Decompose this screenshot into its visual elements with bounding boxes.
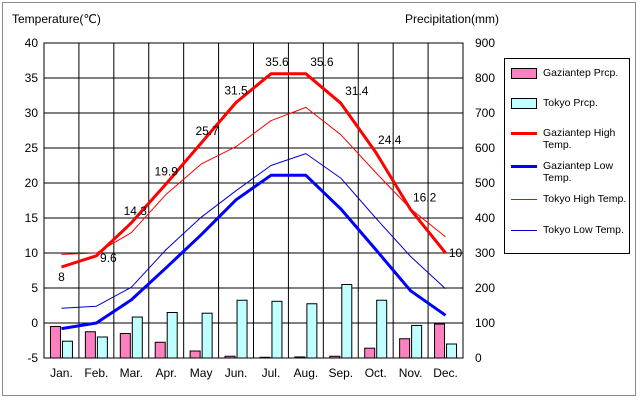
y-right-tick-label: 700 (475, 106, 495, 120)
legend-label: Gaziantep Low Temp. (543, 160, 614, 184)
bar-tokyo-prcp (376, 299, 388, 359)
x-tick-label: Jul. (262, 366, 281, 380)
y-right-tick-label: 900 (475, 36, 495, 50)
y-left-tick-label: 5 (31, 281, 38, 295)
y-left-tick-label: 10 (25, 246, 39, 260)
data-label-gaziantep-high: 9.6 (100, 251, 117, 265)
data-label-gaziantep-high: 35.6 (310, 55, 334, 69)
bar-gaziantep-prcp (189, 350, 201, 359)
legend-key (511, 132, 537, 135)
data-label-gaziantep-high: 16.2 (413, 191, 437, 205)
legend-label: Gaziantep Prcp. (543, 67, 619, 79)
y-left-tick-label: 25 (25, 141, 39, 155)
bar-gaziantep-prcp (84, 331, 96, 359)
bar-tokyo-prcp (341, 284, 353, 359)
bar-tokyo-prcp (61, 340, 73, 359)
line-tokyo-low (61, 153, 446, 309)
y-right-tick-label: 0 (475, 351, 482, 365)
bar-gaziantep-prcp (364, 347, 376, 359)
x-tick-label: Oct. (365, 366, 387, 380)
bar-tokyo-prcp (131, 316, 143, 359)
bar-gaziantep-prcp (399, 338, 411, 359)
bar-tokyo-prcp (411, 324, 423, 359)
bar-tokyo-prcp (236, 299, 248, 359)
y-right-tick-label: 800 (475, 71, 495, 85)
legend-label: Tokyo High Temp. (543, 193, 627, 205)
data-label-gaziantep-high: 25.7 (195, 124, 219, 138)
data-label-gaziantep-high: 24.4 (378, 133, 402, 147)
x-tick-label: Nov. (399, 366, 423, 380)
y-right-tick-label: 600 (475, 141, 495, 155)
legend-key (511, 165, 537, 168)
y-left-tick-label: 0 (31, 316, 38, 330)
legend-key (511, 199, 537, 200)
line-tokyo-high (61, 106, 446, 255)
data-label-gaziantep-high: 35.6 (265, 55, 289, 69)
bar-gaziantep-prcp (49, 326, 61, 359)
x-tick-label: Mar. (120, 366, 143, 380)
y-left-tick-label: -5 (27, 351, 38, 365)
y-left-axis-title: Temperature(℃) (12, 12, 101, 26)
legend-key (511, 68, 537, 79)
bar-tokyo-prcp (166, 312, 178, 359)
legend-key (511, 98, 537, 109)
x-tick-label: Feb. (84, 366, 108, 380)
bar-tokyo-prcp (96, 336, 108, 359)
y-right-tick-label: 100 (475, 316, 495, 330)
data-label-gaziantep-high: 19.9 (155, 165, 179, 179)
plot-border (43, 42, 464, 359)
bar-gaziantep-prcp (154, 341, 166, 359)
data-label-gaziantep-high: 8 (58, 270, 65, 284)
data-label-gaziantep-high: 31.4 (345, 84, 369, 98)
line-gaziantep-high (61, 72, 447, 269)
x-tick-label: Sep. (328, 366, 353, 380)
y-right-axis-title: Precipitation(mm) (405, 12, 500, 26)
bar-gaziantep-prcp (434, 323, 446, 359)
y-right-tick-label: 500 (475, 176, 495, 190)
y-right-tick-label: 400 (475, 211, 495, 225)
x-tick-label: Jan. (50, 366, 73, 380)
bar-tokyo-prcp (271, 300, 283, 359)
y-left-tick-label: 20 (25, 176, 39, 190)
y-left-tick-label: 30 (25, 106, 39, 120)
y-left-tick-label: 15 (25, 211, 39, 225)
legend-key (511, 230, 537, 231)
legend-label: Tokyo Prcp. (543, 97, 598, 109)
bar-tokyo-prcp (306, 303, 318, 359)
x-tick-label: Apr. (156, 366, 177, 380)
y-left-tick-label: 35 (25, 71, 39, 85)
data-label-gaziantep-high: 14.3 (124, 204, 148, 218)
bar-tokyo-prcp (201, 312, 213, 359)
bar-gaziantep-prcp (119, 333, 131, 359)
x-tick-label: Aug. (294, 366, 319, 380)
legend-label: Gaziantep High Temp. (543, 127, 616, 151)
x-tick-label: Dec. (433, 366, 458, 380)
data-label-gaziantep-high: 10 (449, 246, 463, 260)
y-right-tick-label: 200 (475, 281, 495, 295)
y-right-tick-label: 300 (475, 246, 495, 260)
line-gaziantep-low (61, 173, 447, 331)
data-label-gaziantep-high: 31.5 (224, 84, 248, 98)
legend-label: Tokyo Low Temp. (543, 224, 624, 236)
y-left-tick-label: 40 (25, 36, 39, 50)
legend: Gaziantep Prcp. Tokyo Prcp. Gaziantep High… (504, 58, 630, 254)
x-tick-label: Jun. (225, 366, 248, 380)
x-tick-label: May (190, 366, 213, 380)
bar-tokyo-prcp (446, 343, 458, 359)
